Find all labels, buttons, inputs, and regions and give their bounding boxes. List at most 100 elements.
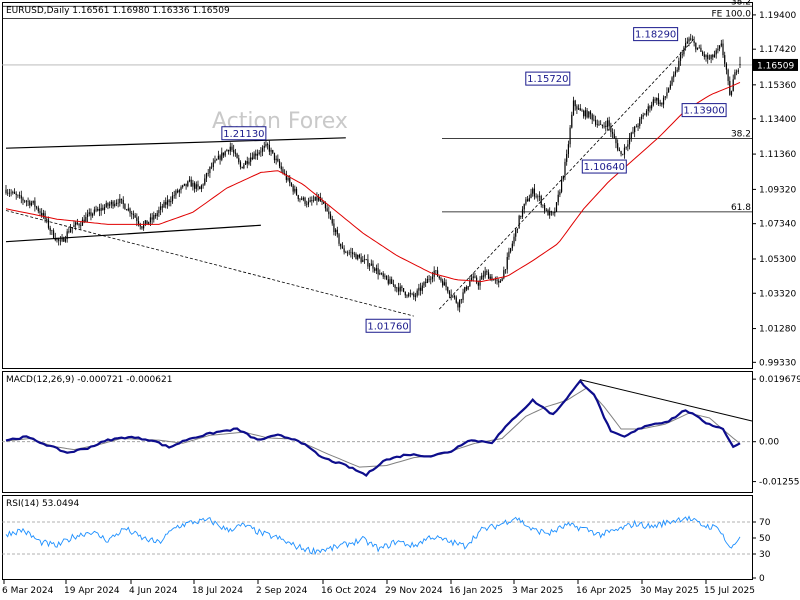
candle-body (289, 178, 291, 183)
candle-body (374, 268, 376, 271)
candle-body (504, 269, 507, 271)
candle-body (35, 206, 38, 208)
candle-body (421, 285, 423, 291)
candle-body (562, 175, 564, 180)
rsi-lines (2, 515, 752, 555)
candle-body (71, 227, 73, 229)
candle-body (61, 237, 63, 241)
candle-body (428, 279, 430, 280)
candle-body (290, 182, 293, 186)
candle-body (144, 220, 146, 224)
candle-body (277, 158, 279, 162)
candle-body (540, 196, 542, 205)
candle-body (117, 202, 119, 204)
x-tick-label: 18 Jul 2024 (192, 586, 243, 596)
candle-body (654, 99, 656, 101)
candle-body (615, 138, 617, 144)
candle-body (436, 270, 439, 277)
candle-body (282, 169, 284, 174)
candle-body (68, 231, 70, 233)
candle-body (294, 188, 296, 192)
candle-body (214, 160, 216, 163)
candle-body (435, 270, 437, 271)
candle-body (85, 217, 87, 223)
price-annotation-box (681, 103, 727, 118)
candle-body (13, 191, 16, 194)
candle-body (414, 295, 417, 297)
candle-body (170, 201, 172, 203)
candle-body (576, 106, 578, 110)
candle-body (396, 287, 398, 289)
candle-body (544, 205, 546, 211)
candle-body (696, 47, 699, 50)
candle-body (445, 282, 447, 288)
candle-body (657, 97, 660, 104)
candle-body (589, 111, 592, 115)
y-tick-label: 1.13400 (759, 115, 796, 125)
price-annotation-label: 1.01760 (367, 321, 408, 332)
candle-body (69, 228, 72, 233)
rsi-header: RSI(14) 53.0494 (6, 499, 79, 509)
candle-body (656, 97, 658, 101)
candle-body (27, 201, 29, 202)
candle-body (569, 127, 571, 145)
candle-body (93, 209, 95, 214)
candle-body (18, 195, 21, 196)
candle-body (470, 277, 473, 281)
candle-body (177, 190, 179, 193)
candle-body (178, 189, 180, 193)
candle-body (66, 231, 68, 240)
candle-body (617, 143, 619, 150)
price-annotations: 1.21130 1.01760 1.15720 1.10640 1.18290 1.139… (221, 27, 727, 333)
candle-body (160, 206, 162, 210)
candle-body (577, 108, 580, 110)
candle-body (537, 196, 539, 198)
candle-body (136, 217, 138, 222)
candle-body (161, 206, 163, 208)
candle-body (205, 173, 208, 179)
candle-body (525, 199, 527, 204)
candle-body (627, 144, 629, 147)
candle-body (343, 248, 345, 253)
level-label: 38.2 (731, 130, 751, 140)
candle-body (122, 199, 124, 204)
candle-body (425, 282, 427, 284)
candle-body (413, 293, 415, 297)
candle-body (605, 125, 607, 127)
candle-body (348, 252, 350, 254)
candle-body (309, 200, 311, 202)
candle-body (119, 198, 121, 204)
candle-body (715, 50, 717, 55)
candle-body (474, 276, 476, 278)
candle-body (153, 215, 155, 220)
candle-body (618, 149, 620, 152)
candle-body (340, 243, 342, 247)
candle-body (345, 252, 347, 253)
candle-body (382, 273, 384, 277)
candle-body (134, 215, 136, 218)
candle-body (737, 70, 739, 72)
candle-body (503, 270, 505, 279)
candle-body (426, 279, 428, 284)
candle-body (187, 181, 189, 187)
candle-body (664, 96, 666, 98)
candle-body (110, 201, 112, 205)
trendline (438, 38, 695, 310)
candle-body (81, 219, 84, 226)
candle-body (734, 72, 736, 80)
candle-body (501, 278, 503, 282)
candle-body (644, 114, 646, 116)
candle-body (739, 64, 741, 65)
candle-body (554, 211, 556, 214)
x-tick-label: 16 Jan 2025 (449, 586, 503, 596)
candle-body (623, 147, 626, 155)
candle-body (73, 225, 75, 228)
candle-body (560, 179, 563, 192)
candle-body (171, 195, 174, 202)
candle-body (173, 195, 175, 196)
y-tick-label: 1.11360 (759, 150, 796, 160)
candle-body (83, 219, 85, 223)
candle-body (681, 54, 683, 55)
candle-body (489, 276, 491, 279)
candle-body (632, 132, 634, 133)
